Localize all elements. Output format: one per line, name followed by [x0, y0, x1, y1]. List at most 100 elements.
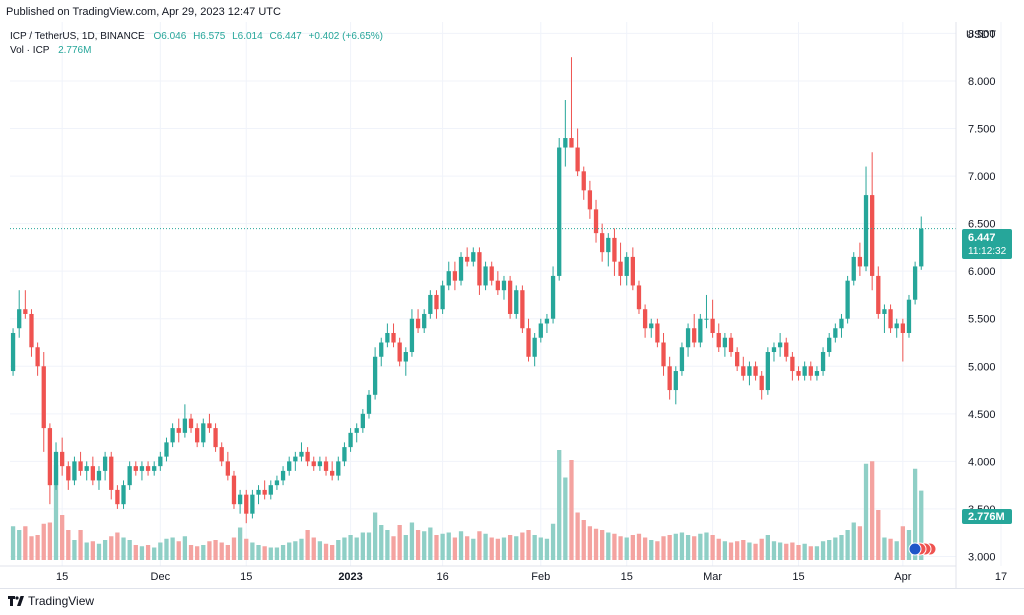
volume-bar: [612, 533, 617, 560]
volume-bar: [741, 540, 746, 560]
price-badge-countdown: 11:12:32: [968, 246, 1007, 257]
volume-bar: [495, 538, 500, 560]
candle: [642, 304, 648, 338]
candle: [808, 361, 813, 381]
volume-bar: [336, 540, 341, 560]
legend-symbol: ICP / TetherUS, 1D, BINANCE: [10, 31, 145, 42]
volume-bar: [458, 531, 464, 560]
candle: [649, 318, 654, 338]
volume-bar: [900, 526, 905, 560]
candle: [109, 451, 114, 500]
candle: [716, 323, 721, 353]
volume-bar: [630, 535, 635, 560]
x-tick-label: 15: [56, 571, 68, 583]
volume-bar: [692, 536, 697, 560]
x-tick-label: 15: [792, 571, 804, 583]
volume-bar: [569, 460, 574, 560]
volume-bar: [84, 542, 89, 560]
candle: [692, 313, 697, 348]
volume-bar: [649, 540, 654, 560]
volume-bar: [366, 532, 372, 560]
candle: [587, 180, 593, 219]
volume-bar: [489, 537, 494, 560]
candle: [164, 437, 169, 462]
legend: ICP / TetherUS, 1D, BINANCE O6.046 H6.57…: [10, 31, 383, 56]
volume-bar: [863, 463, 869, 560]
candle: [820, 347, 826, 376]
volume-bar: [446, 532, 451, 560]
volume-bar: [293, 541, 298, 560]
candle: [471, 247, 476, 267]
volume-bar: [636, 533, 642, 560]
volume-bar: [507, 535, 513, 560]
y-tick-label: 4.500: [968, 409, 996, 421]
flag-icon[interactable]: [908, 542, 937, 556]
price-chart[interactable]: 3.0003.5004.0004.5005.0005.5006.0006.500…: [0, 22, 1024, 588]
top-bar: Published on TradingView.com, Apr 29, 20…: [0, 0, 1024, 22]
price-badge: 6.447 11:12:32: [962, 229, 1012, 259]
volume-bar: [78, 530, 83, 560]
candle: [600, 223, 605, 262]
tradingview-logo[interactable]: TradingView: [8, 594, 94, 608]
candle: [452, 261, 458, 291]
candle: [66, 461, 71, 490]
y-tick-label: 5.500: [968, 314, 996, 326]
y-tick-label: 7.500: [968, 124, 996, 136]
volume-bar: [440, 533, 445, 560]
candle: [667, 356, 672, 400]
volume-badge-value: 2.776M: [968, 511, 1005, 523]
volume-bar: [827, 540, 832, 560]
candle: [428, 290, 433, 319]
candle: [624, 252, 629, 286]
volume-bar: [225, 545, 230, 560]
x-tick-label: 17: [995, 571, 1007, 583]
volume-bar: [348, 535, 353, 560]
x-tick-label: Feb: [531, 571, 550, 583]
candle: [29, 309, 34, 357]
volume-bar: [716, 538, 721, 560]
volume-bar: [182, 536, 188, 560]
candle: [581, 166, 586, 200]
candle: [802, 361, 807, 381]
candle: [268, 480, 273, 500]
candle: [661, 332, 666, 376]
candle: [127, 461, 132, 490]
volume-bar: [532, 535, 537, 560]
volume-bar: [912, 468, 918, 560]
candle: [618, 242, 623, 286]
volume-bar: [587, 526, 593, 560]
candle: [287, 456, 292, 476]
candle: [759, 371, 764, 400]
volume-bar: [422, 531, 427, 560]
candle: [728, 332, 734, 357]
volume-bar: [747, 542, 752, 560]
candle: [446, 261, 451, 291]
candle: [722, 332, 728, 357]
time-axis[interactable]: 15Dec15202316Feb15Mar15Apr17May: [0, 565, 1024, 583]
volume-bar: [10, 526, 16, 560]
candle: [96, 466, 102, 490]
volume-bar: [176, 541, 181, 560]
candle: [863, 166, 869, 272]
candle: [23, 290, 28, 319]
volume-bar: [152, 547, 157, 560]
price-axis[interactable]: 3.0003.5004.0004.5005.0005.5006.0006.500…: [955, 22, 996, 588]
volume-bar: [372, 512, 378, 560]
volume-bar: [673, 533, 678, 560]
volume-bar: [428, 527, 433, 560]
volume-bar: [820, 541, 826, 560]
volume-bar: [538, 537, 543, 560]
y-tick-label: 5.000: [968, 361, 996, 373]
price-badge-value: 6.447: [968, 232, 996, 244]
candle: [489, 261, 494, 286]
volume-bar: [96, 543, 102, 560]
volume-bar: [237, 527, 243, 560]
candle: [741, 356, 746, 381]
candle: [673, 366, 678, 405]
candle: [912, 261, 918, 305]
volume-bar: [759, 538, 764, 560]
candle: [501, 275, 507, 300]
candle: [299, 442, 304, 462]
volume-bar: [593, 528, 599, 560]
volume-bar: [894, 541, 899, 560]
